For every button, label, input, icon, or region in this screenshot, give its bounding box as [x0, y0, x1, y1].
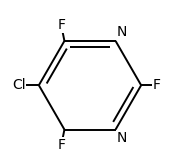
Text: F: F — [57, 18, 65, 32]
Text: N: N — [117, 131, 127, 145]
Text: Cl: Cl — [12, 78, 26, 92]
Text: N: N — [117, 25, 127, 39]
Text: F: F — [57, 138, 65, 152]
Text: F: F — [57, 138, 65, 152]
Text: N: N — [117, 25, 127, 39]
Text: F: F — [153, 78, 161, 92]
Text: F: F — [57, 18, 65, 32]
Text: Cl: Cl — [12, 78, 26, 92]
Text: N: N — [117, 131, 127, 145]
Text: F: F — [153, 78, 161, 92]
